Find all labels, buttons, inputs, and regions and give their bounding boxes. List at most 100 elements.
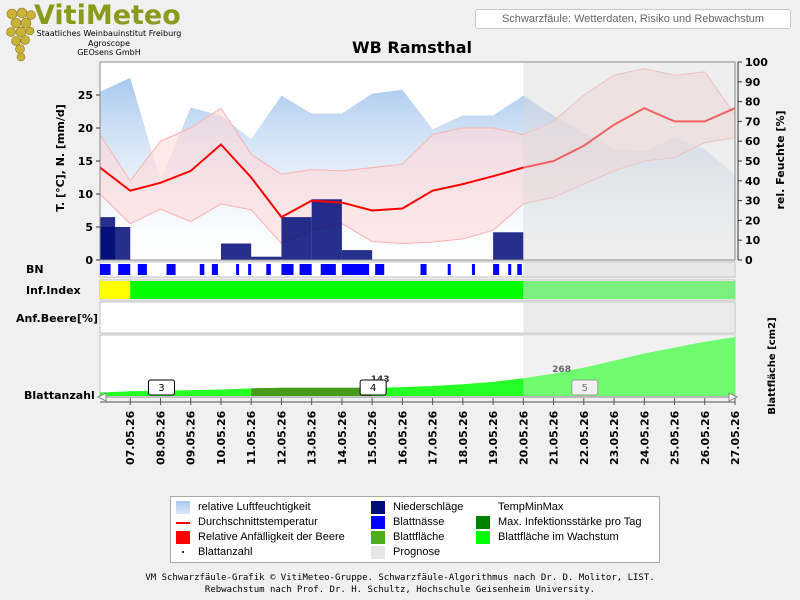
x-tick-label: 18.05.26 — [457, 410, 470, 465]
inf-index-bar — [523, 281, 735, 299]
y-right-tick-label: 100 — [745, 56, 768, 69]
bn-wet-bar — [266, 264, 271, 275]
legend-label: Max. Infektionsstärke pro Tag — [498, 516, 642, 528]
y-axis-left-label: T. [°C], N. [mm/d] — [54, 104, 67, 212]
x-tick-label: 08.05.26 — [154, 410, 167, 465]
leaf-count-label: 4 — [370, 383, 376, 394]
y-right-tick-label: 10 — [745, 234, 761, 247]
legend-label: Blattnässe — [393, 516, 445, 528]
legend-swatch-berry — [176, 531, 190, 544]
leaf-count-box — [571, 379, 599, 396]
x-tick-label: 11.05.26 — [245, 410, 258, 465]
inf-index-bar — [100, 281, 131, 299]
blattanzahl-row-label: Blattanzahl — [24, 389, 95, 402]
legend-swatch-leaf-count — [176, 546, 190, 559]
x-tick-label: 07.05.26 — [124, 410, 137, 465]
leaf-count-markers: 3 4 5 — [147, 379, 599, 396]
y-axis-leaf-label: Blattfläche [cm2] — [767, 317, 778, 414]
bn-wet-bar — [137, 264, 147, 275]
y-right-tick-label: 40 — [745, 175, 761, 188]
leaf-area-mature-fill — [251, 387, 373, 396]
logo-line-2: Agroscope — [87, 39, 131, 48]
y-right-tick-label: 80 — [745, 96, 761, 109]
chart-title: WB Ramsthal — [352, 38, 472, 57]
logo-line-3: GEOsens GmbH — [77, 48, 141, 57]
forecast-shade-bn — [523, 262, 735, 277]
legend-swatch-infection-max — [476, 516, 490, 529]
temp-mean-line — [99, 107, 736, 219]
bn-wet-bar — [375, 264, 385, 275]
bn-row-label: BN — [26, 263, 44, 276]
legend-label: Niederschläge — [393, 501, 464, 513]
x-tick-label: 10.05.26 — [215, 410, 228, 465]
x-tick-label: 20.05.26 — [517, 410, 530, 465]
y-right-tick-label: 90 — [745, 76, 761, 89]
forecast-shade-anf — [523, 302, 735, 333]
x-tick-label: 15.05.26 — [366, 410, 379, 465]
legend-label: Durchschnittstemperatur — [198, 516, 318, 528]
legend-swatch-leaf-wet — [371, 516, 385, 529]
bn-wet-bar — [248, 264, 252, 275]
y-left-tick-label: 15 — [78, 155, 93, 168]
legend-swatch-temp-mean — [176, 522, 190, 524]
leaf-area-callout: 268 — [552, 365, 571, 375]
forecast-shade-top — [523, 62, 735, 260]
y-right-tick-label: 60 — [745, 135, 761, 148]
precip-bar — [251, 256, 282, 260]
x-tick-label: 23.05.26 — [608, 410, 621, 465]
chart-area: WB Ramsthal 0 5 10 15 20 25 0 10 20 30 40 50 60 70 80… — [16, 38, 787, 465]
y-left-tick-label: 25 — [78, 89, 93, 102]
bn-wet-bar — [508, 264, 512, 275]
y-right-tick-label: 30 — [745, 195, 761, 208]
legend-swatch-forecast — [371, 546, 385, 559]
precip-bar — [493, 232, 524, 260]
chart-subtitle: Schwarzfäule: Wetterdaten, Risiko und Re… — [475, 9, 791, 29]
footer-line-2: Rebwachstum nach Prof. Dr. H. Schultz, H… — [204, 585, 596, 595]
timeline-right-arrow-icon — [728, 392, 739, 402]
legend-swatch-precip — [371, 501, 385, 514]
temp-mean-path — [99, 107, 736, 219]
y-left-tick-label: 0 — [85, 254, 93, 267]
logo-title: VitiMeteo — [34, 0, 181, 31]
legend-swatch-leaf-area — [371, 531, 385, 544]
x-tick-label: 22.05.26 — [578, 410, 591, 465]
bn-wet-bar — [341, 264, 370, 275]
precip-bars — [100, 199, 524, 260]
y-axis-left: 0 5 10 15 20 25 — [78, 89, 100, 267]
legend-swatch-tempminmax — [476, 501, 490, 514]
x-tick-label: 24.05.26 — [638, 410, 651, 465]
x-tick-label: 25.05.26 — [669, 410, 682, 465]
y-right-tick-label: 0 — [745, 254, 753, 267]
legend-label: TempMinMax — [498, 501, 564, 513]
precip-bar — [281, 217, 312, 260]
x-tick-label: 19.05.26 — [487, 410, 500, 465]
legend: relative Luftfeuchtigkeit Niederschläge … — [170, 496, 660, 563]
y-right-tick-label: 20 — [745, 214, 761, 227]
y-left-tick-label: 5 — [85, 221, 93, 234]
x-tick-label: 27.05.26 — [729, 410, 742, 465]
leaf-count-box — [359, 379, 387, 396]
bn-wet-bar — [199, 264, 205, 275]
bn-wet-bar — [100, 264, 111, 275]
x-axis: 07.05.26 08.05.26 09.05.26 10.05.26 11.05.26… — [100, 398, 742, 465]
bn-wet-bar — [299, 264, 312, 275]
legend-label: relative Luftfeuchtigkeit — [198, 501, 311, 513]
legend-label: Prognose — [393, 546, 441, 558]
bn-wet-bar — [320, 264, 336, 275]
grape-logo-icon — [6, 7, 36, 62]
inf-index-bar — [130, 281, 524, 299]
bn-wet-bar — [517, 264, 522, 275]
leaf-count-box — [147, 379, 175, 396]
legend-swatch-humidity — [176, 501, 190, 514]
y-axis-right: 0 10 20 30 40 50 60 70 80 90 100 — [737, 56, 768, 267]
x-tick-label: 26.05.26 — [699, 410, 712, 465]
precip-bar — [311, 199, 342, 260]
x-tick-label: 21.05.26 — [548, 410, 561, 465]
y-left-tick-label: 10 — [78, 188, 94, 201]
bn-leaf-wetness-bars — [100, 264, 522, 275]
leaf-count-label: 3 — [158, 383, 164, 394]
legend-swatch-leaf-area-growth — [476, 531, 490, 544]
x-tick-label: 16.05.26 — [396, 410, 409, 465]
legend-label: Blattfläche im Wachstum — [498, 531, 619, 543]
inf-index-row-label: Inf.Index — [26, 284, 81, 297]
